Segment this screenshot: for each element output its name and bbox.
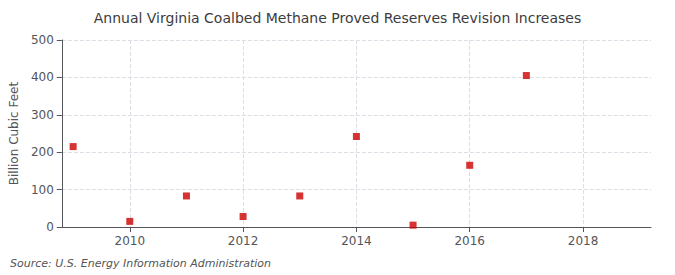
svg-text:2018: 2018 (568, 234, 599, 248)
svg-text:Annual Virginia Coalbed Methan: Annual Virginia Coalbed Methane Proved R… (94, 10, 582, 26)
svg-text:Billion Cubic Feet: Billion Cubic Feet (7, 82, 21, 186)
svg-text:2012: 2012 (228, 234, 259, 248)
svg-text:200: 200 (31, 145, 54, 159)
svg-text:0: 0 (46, 220, 54, 234)
svg-text:2014: 2014 (341, 234, 372, 248)
svg-text:100: 100 (31, 183, 54, 197)
svg-text:300: 300 (31, 108, 54, 122)
svg-text:2016: 2016 (454, 234, 485, 248)
svg-text:Source: U.S. Energy Informatio: Source: U.S. Energy Information Administ… (10, 257, 271, 270)
svg-text:500: 500 (31, 33, 54, 47)
svg-text:400: 400 (31, 70, 54, 84)
svg-text:2010: 2010 (115, 234, 146, 248)
